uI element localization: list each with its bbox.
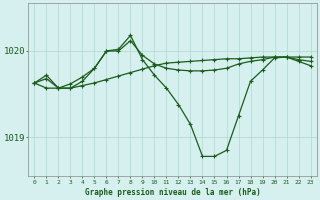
X-axis label: Graphe pression niveau de la mer (hPa): Graphe pression niveau de la mer (hPa) (84, 188, 260, 197)
